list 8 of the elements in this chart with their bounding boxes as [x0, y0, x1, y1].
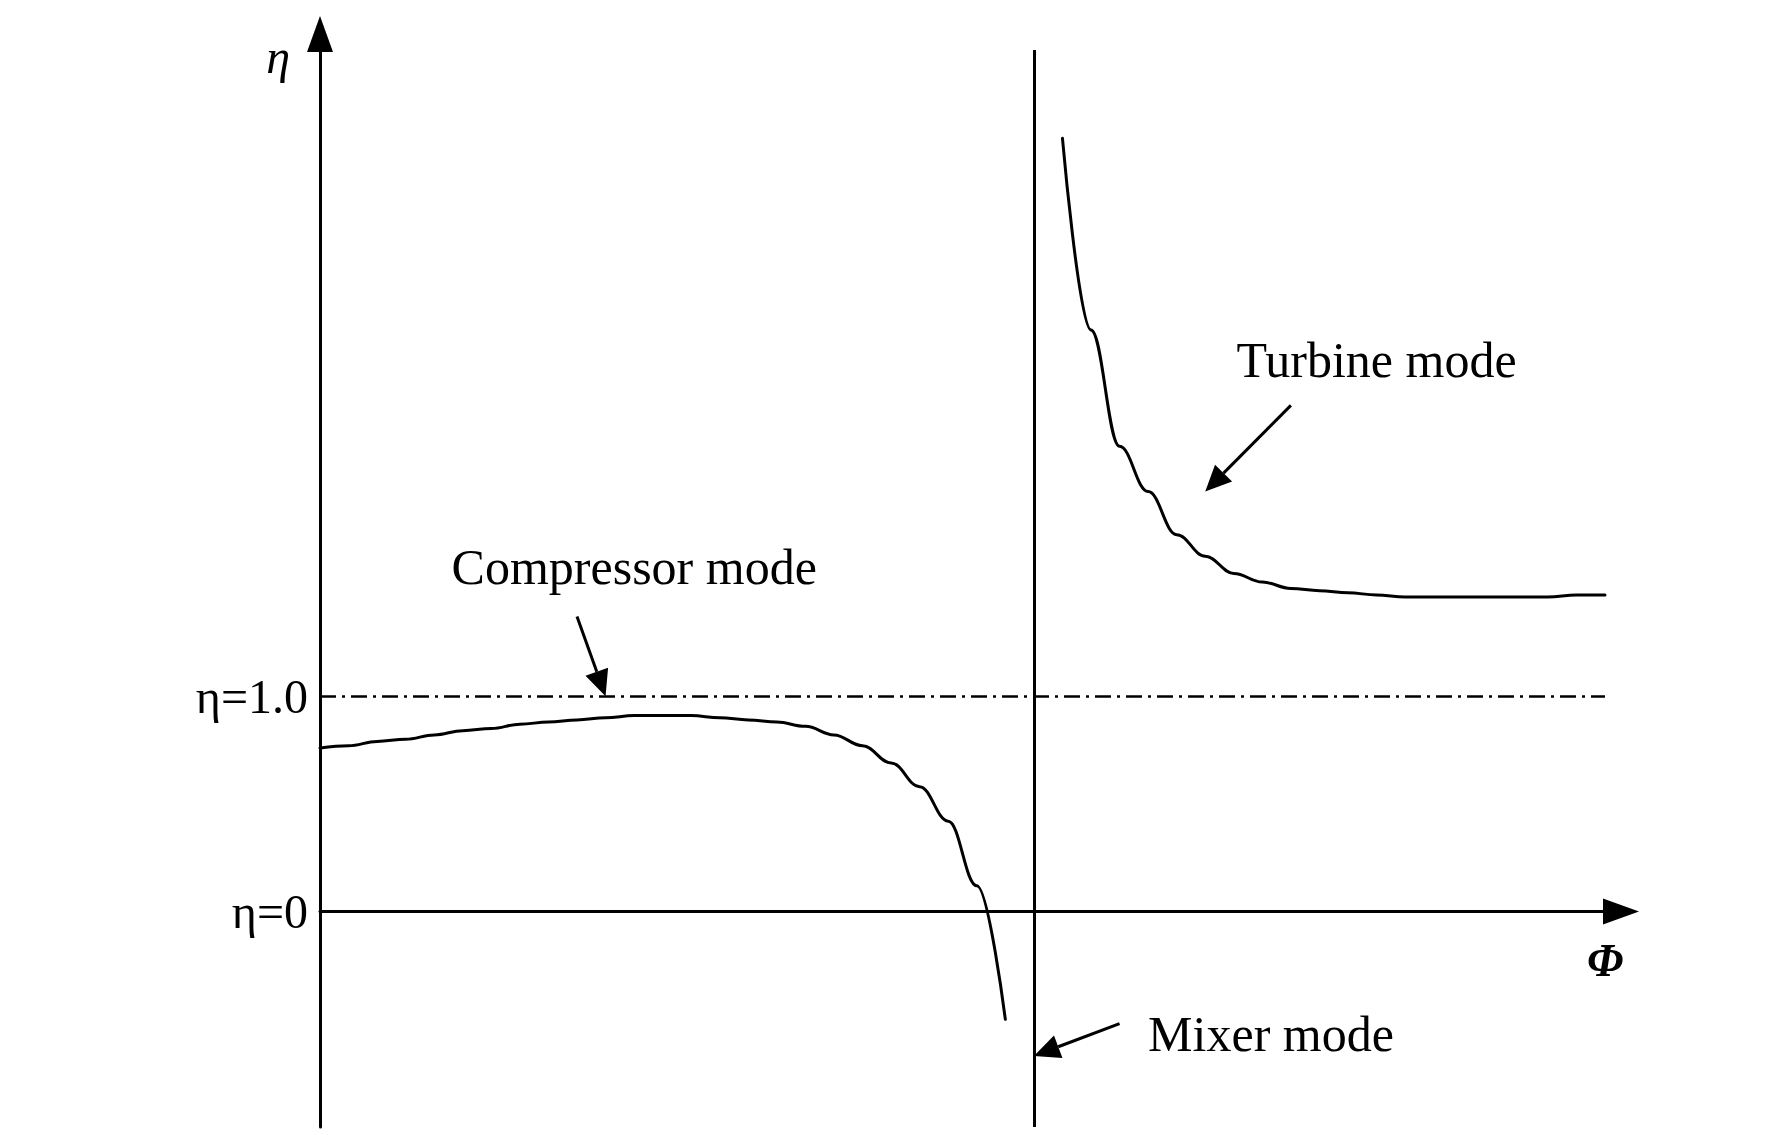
y-tick-label: η=0: [231, 885, 308, 939]
y-tick-label: η=1.0: [195, 669, 308, 723]
y-axis-title: η: [266, 29, 290, 83]
annotation: Compressor mode: [451, 537, 817, 596]
line-series: [1060, 136, 1607, 599]
x-axis-title: Φ: [1587, 933, 1624, 987]
annotation: Turbine mode: [1236, 331, 1517, 390]
annotation: Mixer mode: [1148, 1005, 1394, 1064]
